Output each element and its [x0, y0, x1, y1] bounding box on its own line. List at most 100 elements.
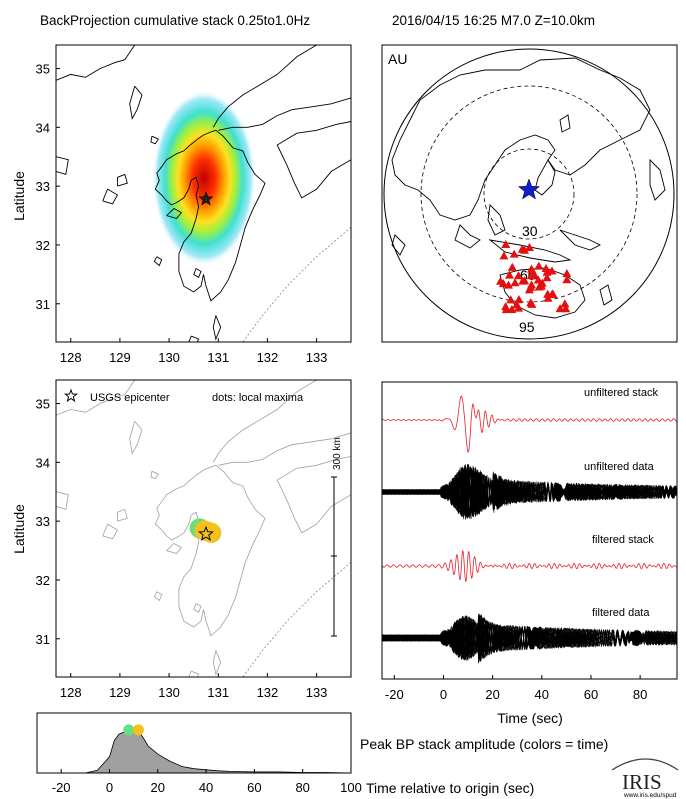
coast-segment	[117, 173, 128, 187]
station-triangle	[513, 271, 523, 280]
unfiltered-data-trace	[382, 471, 677, 513]
coast-segment	[276, 456, 351, 534]
station-triangle	[560, 299, 570, 308]
station-triangles	[495, 239, 572, 314]
header-left-title: BackProjection cumulative stack 0.25to1.…	[40, 13, 310, 28]
world-coast-segment	[599, 284, 613, 306]
filtered-stack-trace	[382, 550, 677, 582]
x-tick-label: -20	[52, 780, 71, 795]
y-axis-label: Latitude	[11, 171, 27, 221]
x-tick-label: 131	[207, 350, 229, 365]
legend-star-icon	[63, 388, 79, 403]
coast-segment	[56, 491, 69, 510]
world-coast-segment	[559, 114, 571, 133]
map-frame	[55, 379, 352, 678]
coast-segment	[56, 45, 136, 81]
amplitude-x-label: Time relative to origin (sec)	[366, 780, 534, 796]
trace-frame	[381, 381, 678, 680]
coast-segment	[218, 432, 351, 466]
coast-segment	[117, 508, 128, 522]
plate-boundary	[242, 561, 351, 677]
x-tick-label: 100	[340, 780, 362, 795]
station-triangle	[509, 249, 519, 258]
x-tick-label: 0	[440, 687, 447, 702]
station-triangle	[543, 293, 553, 302]
time-marker-dot	[132, 724, 144, 736]
scale-bar-label: 300 km	[332, 437, 343, 470]
x-tick-label: 132	[257, 685, 279, 700]
x-tick-label: 132	[257, 350, 279, 365]
y-tick-label: 35	[36, 397, 50, 412]
station-triangle	[510, 278, 520, 287]
legend-star	[63, 388, 79, 403]
coastline	[56, 380, 351, 677]
epicenter-star-icon	[517, 178, 541, 200]
coast-segment	[193, 268, 202, 278]
x-tick-label: 40	[199, 780, 213, 795]
coast-segment	[102, 188, 119, 205]
station-triangle	[555, 304, 565, 313]
station-triangle	[505, 270, 515, 279]
station-triangle	[542, 273, 552, 282]
x-tick-label: 0	[106, 780, 113, 795]
y-tick-label: 32	[36, 238, 50, 253]
trace-label-filtered-stack: filtered stack	[592, 534, 654, 546]
coast-segment	[56, 156, 69, 175]
ring-label-95: 95	[519, 319, 535, 335]
x-tick-label: 128	[60, 350, 82, 365]
world-coast-segment	[391, 234, 406, 256]
coast-segment	[212, 315, 222, 341]
logo-text: IRIS	[622, 770, 662, 794]
array-map-panel: AU 30 60 95	[381, 44, 678, 343]
y-tick-label: 33	[36, 179, 50, 194]
station-triangle	[514, 303, 524, 312]
x-tick-label: 40	[535, 687, 549, 702]
world-coast-segment	[454, 224, 481, 249]
station-triangle	[527, 264, 537, 273]
coast-segment	[218, 97, 351, 131]
axis-ticks: 128 129 130 131 132 133 31 32 33 34 35	[36, 397, 328, 700]
world-coast-segment	[487, 204, 506, 236]
axis-ticks: -20 0 20 40 60 80	[385, 675, 647, 702]
y-tick-label: 34	[36, 120, 50, 135]
seismic-traces	[382, 395, 677, 664]
coast-segment	[153, 256, 163, 267]
ring-30	[483, 148, 575, 240]
amplitude-title: Peak BP stack amplitude (colors = time)	[360, 736, 608, 752]
coast-segment	[212, 650, 222, 676]
station-triangle	[518, 276, 528, 285]
x-tick-label: 80	[295, 780, 309, 795]
x-tick-label: 131	[207, 685, 229, 700]
epicenter-marker	[197, 525, 214, 541]
station-triangle	[562, 269, 572, 278]
x-tick-label: 128	[60, 685, 82, 700]
world-coast-segment	[559, 229, 602, 251]
coast-segment	[212, 380, 317, 463]
x-tick-label: 133	[306, 350, 328, 365]
epicenter-marker	[517, 178, 541, 200]
coast-segment	[166, 207, 183, 220]
y-tick-label: 32	[36, 573, 50, 588]
bottom-map-panel: 128 129 130 131 132 133 31 32 33 34 35 Latitude US…	[11, 379, 352, 700]
station-triangle	[547, 289, 557, 298]
station-triangle	[501, 239, 511, 248]
epicenter-star-icon	[198, 191, 214, 206]
trace-panel: unfiltered stack unfiltered data filtere…	[381, 381, 678, 726]
coast-segment	[56, 380, 136, 416]
x-axis-label: Time (sec)	[497, 710, 563, 726]
trace-label-filtered-data: filtered data	[592, 607, 650, 619]
x-tick-label: 130	[158, 685, 180, 700]
y-tick-label: 34	[36, 455, 50, 470]
x-tick-label: 129	[109, 685, 131, 700]
station-triangle	[517, 244, 527, 253]
x-tick-label: 129	[109, 350, 131, 365]
outer-ring	[383, 48, 675, 340]
map-frame	[381, 44, 678, 343]
trace-label-unfiltered-data: unfiltered data	[584, 461, 655, 473]
world-coast-segment	[649, 158, 666, 201]
ring-label-30: 30	[522, 223, 538, 239]
coast-segment	[154, 129, 266, 302]
amplitude-area	[85, 724, 352, 774]
coast-segment	[193, 603, 202, 613]
x-tick-label: 20	[485, 687, 499, 702]
